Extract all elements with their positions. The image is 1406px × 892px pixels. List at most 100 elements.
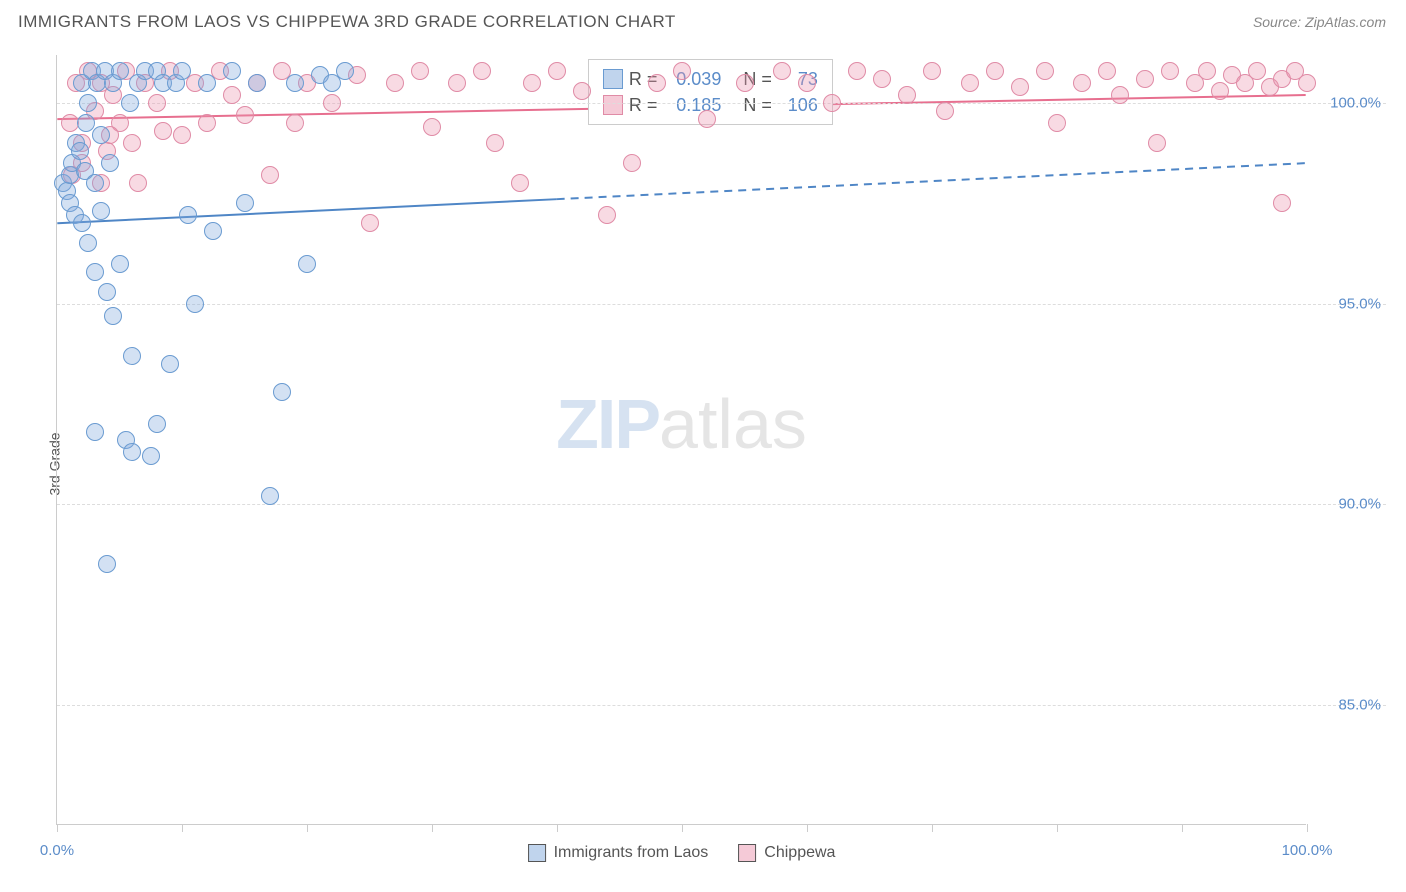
legend-swatch-icon bbox=[738, 844, 756, 862]
scatter-marker-s2 bbox=[123, 134, 141, 152]
scatter-marker-s1 bbox=[79, 234, 97, 252]
chart-title: IMMIGRANTS FROM LAOS VS CHIPPEWA 3RD GRA… bbox=[18, 12, 676, 32]
chart-header: IMMIGRANTS FROM LAOS VS CHIPPEWA 3RD GRA… bbox=[0, 0, 1406, 40]
scatter-marker-s2 bbox=[1098, 62, 1116, 80]
scatter-marker-s2 bbox=[1048, 114, 1066, 132]
scatter-marker-s2 bbox=[261, 166, 279, 184]
scatter-marker-s2 bbox=[573, 82, 591, 100]
gridline-h bbox=[57, 705, 1386, 706]
scatter-marker-s2 bbox=[511, 174, 529, 192]
scatter-marker-s2 bbox=[961, 74, 979, 92]
scatter-marker-s2 bbox=[173, 126, 191, 144]
scatter-marker-s2 bbox=[1111, 86, 1129, 104]
scatter-marker-s1 bbox=[161, 355, 179, 373]
stats-n-label: N = bbox=[743, 92, 772, 118]
scatter-marker-s2 bbox=[848, 62, 866, 80]
scatter-marker-s2 bbox=[623, 154, 641, 172]
scatter-marker-s2 bbox=[286, 114, 304, 132]
scatter-marker-s2 bbox=[423, 118, 441, 136]
scatter-marker-s1 bbox=[248, 74, 266, 92]
scatter-marker-s1 bbox=[236, 194, 254, 212]
scatter-marker-s2 bbox=[986, 62, 1004, 80]
trend-lines bbox=[57, 55, 1306, 824]
trendline-s1 bbox=[57, 199, 556, 223]
scatter-marker-s1 bbox=[79, 94, 97, 112]
scatter-marker-s1 bbox=[186, 295, 204, 313]
scatter-marker-s2 bbox=[823, 94, 841, 112]
scatter-marker-s2 bbox=[523, 74, 541, 92]
scatter-marker-s2 bbox=[323, 94, 341, 112]
scatter-marker-s1 bbox=[123, 443, 141, 461]
scatter-marker-s2 bbox=[923, 62, 941, 80]
scatter-marker-s1 bbox=[273, 383, 291, 401]
gridline-h bbox=[57, 504, 1386, 505]
scatter-marker-s1 bbox=[111, 62, 129, 80]
scatter-marker-s1 bbox=[148, 415, 166, 433]
y-tick-label: 90.0% bbox=[1338, 496, 1381, 513]
y-tick-label: 100.0% bbox=[1330, 95, 1381, 112]
x-tick bbox=[807, 824, 808, 832]
watermark-atlas: atlas bbox=[659, 385, 807, 463]
scatter-marker-s1 bbox=[142, 447, 160, 465]
scatter-marker-s2 bbox=[548, 62, 566, 80]
x-tick bbox=[1057, 824, 1058, 832]
scatter-marker-s2 bbox=[1036, 62, 1054, 80]
gridline-h bbox=[57, 103, 1386, 104]
legend-item: Chippewa bbox=[738, 844, 835, 862]
scatter-marker-s2 bbox=[473, 62, 491, 80]
x-tick bbox=[1182, 824, 1183, 832]
scatter-marker-s2 bbox=[736, 74, 754, 92]
scatter-marker-s1 bbox=[286, 74, 304, 92]
scatter-marker-s2 bbox=[411, 62, 429, 80]
scatter-marker-s1 bbox=[86, 423, 104, 441]
scatter-marker-s1 bbox=[92, 202, 110, 220]
scatter-marker-s1 bbox=[173, 62, 191, 80]
legend-swatch-icon bbox=[528, 844, 546, 862]
scatter-marker-s2 bbox=[1161, 62, 1179, 80]
watermark: ZIPatlas bbox=[556, 384, 807, 464]
legend-label: Immigrants from Laos bbox=[554, 844, 709, 862]
scatter-marker-s2 bbox=[1211, 82, 1229, 100]
scatter-marker-s2 bbox=[1148, 134, 1166, 152]
scatter-marker-s2 bbox=[154, 122, 172, 140]
scatter-marker-s2 bbox=[1248, 62, 1266, 80]
x-tick bbox=[932, 824, 933, 832]
y-tick-label: 85.0% bbox=[1338, 696, 1381, 713]
x-tick bbox=[1307, 824, 1308, 832]
scatter-marker-s2 bbox=[1298, 74, 1316, 92]
watermark-zip: ZIP bbox=[556, 385, 659, 463]
scatter-marker-s2 bbox=[698, 110, 716, 128]
scatter-marker-s2 bbox=[773, 62, 791, 80]
scatter-marker-s2 bbox=[486, 134, 504, 152]
scatter-marker-s1 bbox=[101, 154, 119, 172]
scatter-marker-s2 bbox=[598, 206, 616, 224]
scatter-marker-s2 bbox=[448, 74, 466, 92]
scatter-marker-s1 bbox=[298, 255, 316, 273]
x-tick bbox=[182, 824, 183, 832]
scatter-marker-s1 bbox=[98, 555, 116, 573]
scatter-marker-s2 bbox=[1136, 70, 1154, 88]
scatter-marker-s1 bbox=[86, 263, 104, 281]
scatter-marker-s1 bbox=[121, 94, 139, 112]
scatter-marker-s1 bbox=[336, 62, 354, 80]
stats-swatch-icon bbox=[603, 95, 623, 115]
scatter-marker-s1 bbox=[104, 307, 122, 325]
scatter-marker-s2 bbox=[236, 106, 254, 124]
scatter-marker-s2 bbox=[898, 86, 916, 104]
scatter-marker-s2 bbox=[873, 70, 891, 88]
scatter-marker-s2 bbox=[386, 74, 404, 92]
chart-source: Source: ZipAtlas.com bbox=[1253, 14, 1386, 30]
scatter-marker-s1 bbox=[223, 62, 241, 80]
scatter-marker-s2 bbox=[198, 114, 216, 132]
scatter-marker-s1 bbox=[73, 214, 91, 232]
gridline-h bbox=[57, 304, 1386, 305]
chart-area: 3rd Grade ZIPatlas R =0.039N =73R =0.185… bbox=[18, 45, 1396, 882]
x-tick bbox=[57, 824, 58, 832]
scatter-marker-s1 bbox=[86, 174, 104, 192]
scatter-marker-s2 bbox=[648, 74, 666, 92]
scatter-marker-s2 bbox=[148, 94, 166, 112]
y-tick-label: 95.0% bbox=[1338, 295, 1381, 312]
scatter-marker-s2 bbox=[1011, 78, 1029, 96]
stats-r-label: R = bbox=[629, 92, 658, 118]
scatter-marker-s1 bbox=[179, 206, 197, 224]
